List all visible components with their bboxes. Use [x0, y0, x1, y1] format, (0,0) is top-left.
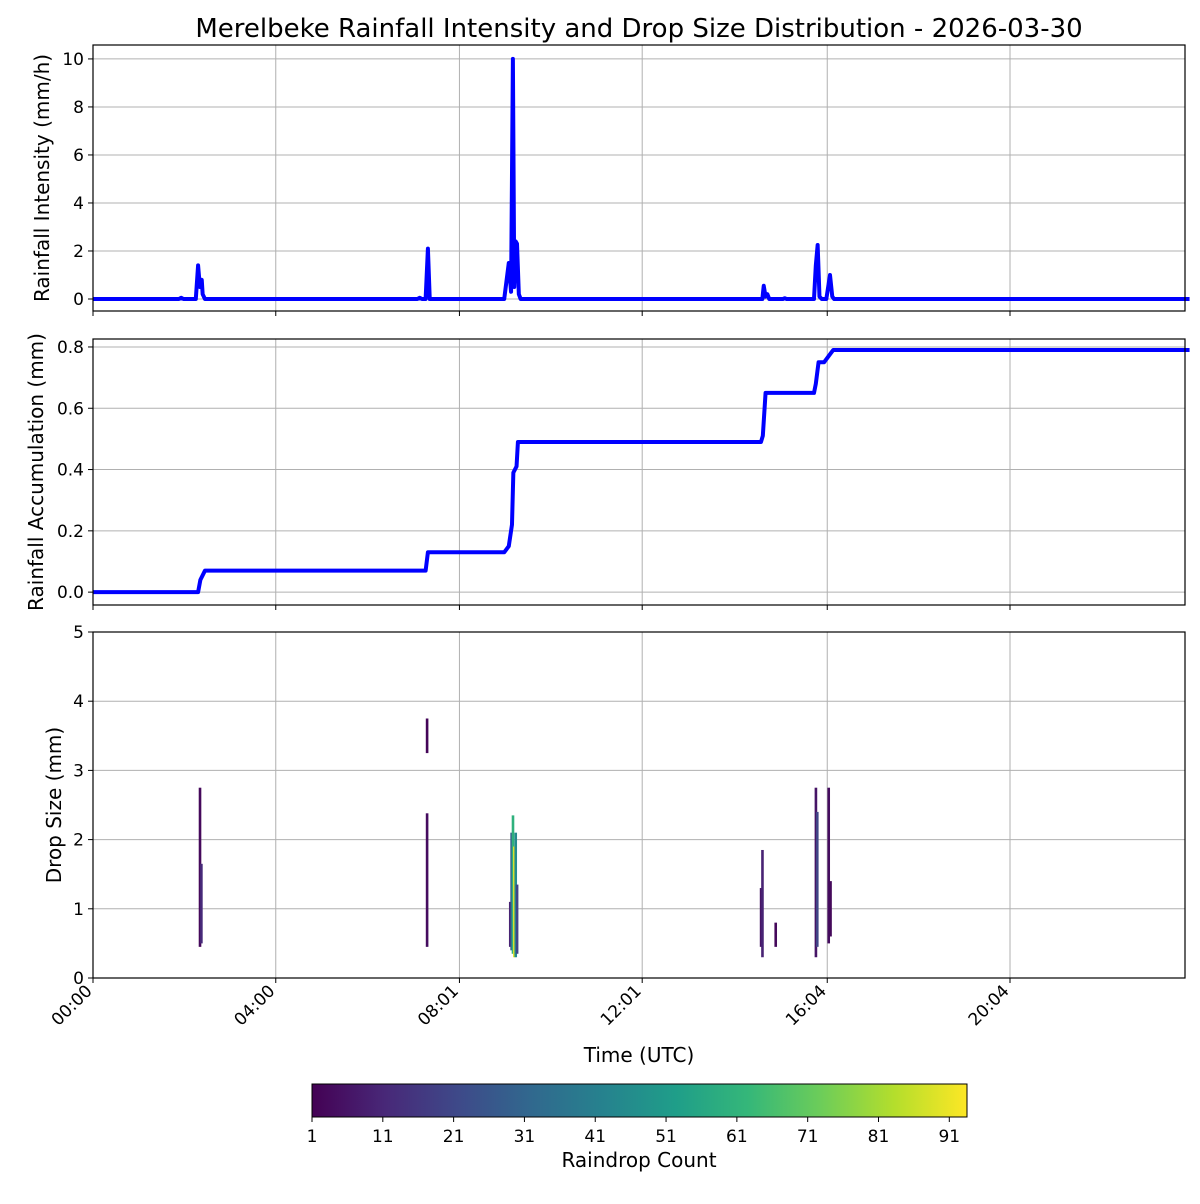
drop-size-cell — [827, 787, 831, 944]
drop-size-cell — [514, 832, 518, 958]
drop-size-cell — [814, 787, 818, 958]
x-tick-label: 20:04 — [965, 981, 1014, 1030]
y-tick-label: 0.2 — [57, 522, 84, 542]
colorbar-tick-label: 1 — [307, 1127, 318, 1147]
colorbar-tick-label: 21 — [443, 1127, 465, 1147]
drop-size-cell — [759, 888, 763, 947]
plot-frame — [92, 631, 1186, 979]
colorbar — [311, 1083, 968, 1118]
y-tick-label: 0.8 — [57, 338, 84, 358]
series-line — [93, 348, 1190, 595]
y-tick-label: 6 — [73, 146, 84, 166]
colorbar-tick-label: 51 — [655, 1127, 677, 1147]
drop-size-cell — [510, 832, 513, 951]
drop-size-cell — [829, 881, 832, 937]
y-tick-label: 5 — [73, 623, 84, 643]
drop-size-cell — [200, 863, 203, 944]
y-tick-label: 0.0 — [57, 583, 84, 603]
y-tick-label: 0.4 — [57, 461, 84, 481]
x-tick-label: 12:01 — [597, 981, 646, 1030]
plot-frame — [92, 338, 1186, 606]
colorbar-label: Raindrop Count — [561, 1148, 716, 1172]
y-tick-label: 2 — [73, 831, 84, 851]
chart-title: Merelbeke Rainfall Intensity and Drop Si… — [195, 14, 1082, 44]
y-tick-label: 4 — [73, 692, 84, 712]
colorbar-tick-label: 91 — [938, 1127, 960, 1147]
x-axis-label: Time (UTC) — [583, 1043, 695, 1067]
y-tick-label: 0.6 — [57, 399, 84, 419]
y-axis-label-drop-size: Drop Size (mm) — [42, 727, 66, 883]
colorbar-tick-label: 31 — [514, 1127, 536, 1147]
drop-size-cell — [425, 813, 429, 947]
plot-frame — [92, 44, 1186, 312]
y-tick-label: 4 — [73, 194, 84, 214]
colorbar-tick-label: 11 — [372, 1127, 394, 1147]
y-tick-label: 3 — [73, 761, 84, 781]
drop-size-cell — [513, 846, 516, 958]
y-axis-label-accumulation: Rainfall Accumulation (mm) — [24, 333, 48, 611]
drop-size-cell — [425, 718, 429, 754]
drop-size-cell — [508, 901, 512, 947]
y-tick-label: 0 — [73, 969, 84, 989]
drop-size-cell — [511, 815, 515, 954]
x-tick-label: 04:00 — [231, 981, 280, 1030]
x-tick-label: 08:01 — [414, 981, 463, 1030]
series-line — [93, 56, 1190, 301]
drop-size-cell — [198, 787, 202, 947]
colorbar-tick-label: 41 — [584, 1127, 606, 1147]
y-axis-label-intensity: Rainfall Intensity (mm/h) — [30, 54, 54, 302]
y-tick-label: 8 — [73, 98, 84, 118]
colorbar-tick-label: 61 — [726, 1127, 748, 1147]
drop-size-cell — [761, 849, 764, 958]
y-tick-label: 10 — [62, 50, 84, 70]
colorbar-tick-label: 81 — [868, 1127, 890, 1147]
drop-size-cell — [815, 811, 819, 947]
y-tick-label: 1 — [73, 900, 84, 920]
colorbar-tick-label: 71 — [797, 1127, 819, 1147]
drop-size-cell — [515, 884, 519, 954]
x-tick-label: 00:00 — [48, 981, 97, 1030]
y-tick-label: 0 — [73, 290, 84, 310]
x-tick-label: 16:04 — [782, 981, 831, 1030]
drop-size-cell — [774, 922, 778, 947]
y-tick-label: 2 — [73, 242, 84, 262]
